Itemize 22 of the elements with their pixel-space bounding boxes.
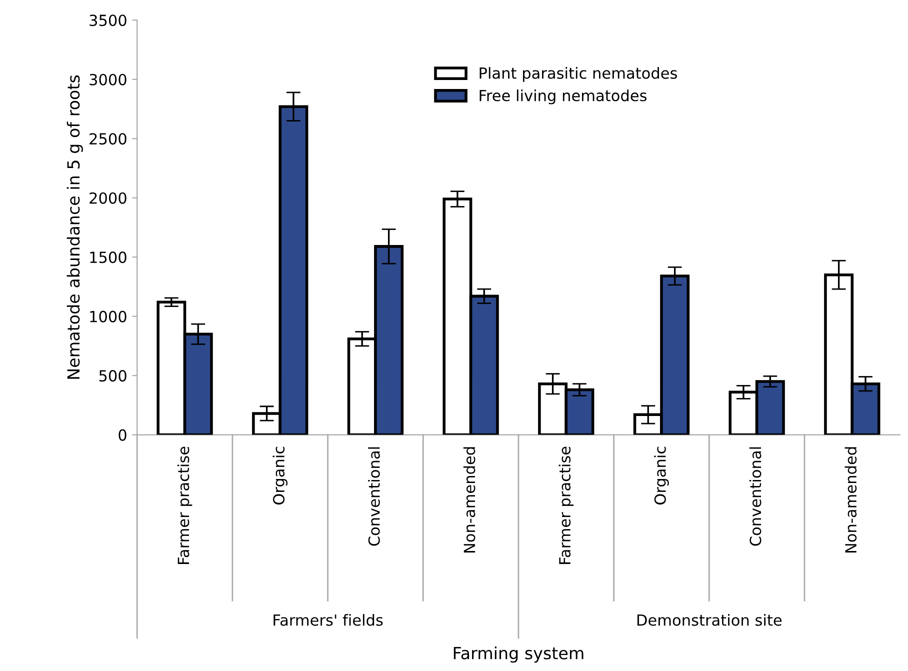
y-tick-label: 500: [99, 370, 126, 382]
y-tick-label: 2500: [90, 133, 126, 145]
x-tick-label: Organic: [272, 446, 288, 504]
y-tick-label: 2000: [90, 192, 126, 204]
x-tick-label: Non-amended: [844, 447, 857, 553]
x-tick-label: Farmer practise: [177, 446, 192, 564]
legend-label: Plant parasitic nematodes: [480, 67, 677, 82]
y-tick-label: 3000: [90, 74, 126, 86]
y-tick-label: 1500: [90, 252, 126, 264]
x-tick-label: Conventional: [749, 447, 762, 546]
text: Farmers' fields: [274, 614, 383, 626]
y-axis-title: Nematode abundance in 5 g of roots: [66, 75, 83, 379]
x-tick-label: Conventional: [368, 447, 380, 546]
text: Demonstration site: [637, 614, 782, 626]
x-tick-label: Farmer practise: [558, 446, 574, 564]
legend-label: Free living nematodes: [480, 89, 647, 104]
y-tick-label: 1000: [90, 310, 126, 322]
x-axis-title: Farming system: [454, 646, 584, 663]
y-tick-label: 0: [118, 429, 126, 441]
x-tick-label: Non-amended: [463, 447, 476, 553]
x-tick-label: Organic: [654, 446, 669, 504]
y-tick-label: 3500: [90, 14, 126, 26]
